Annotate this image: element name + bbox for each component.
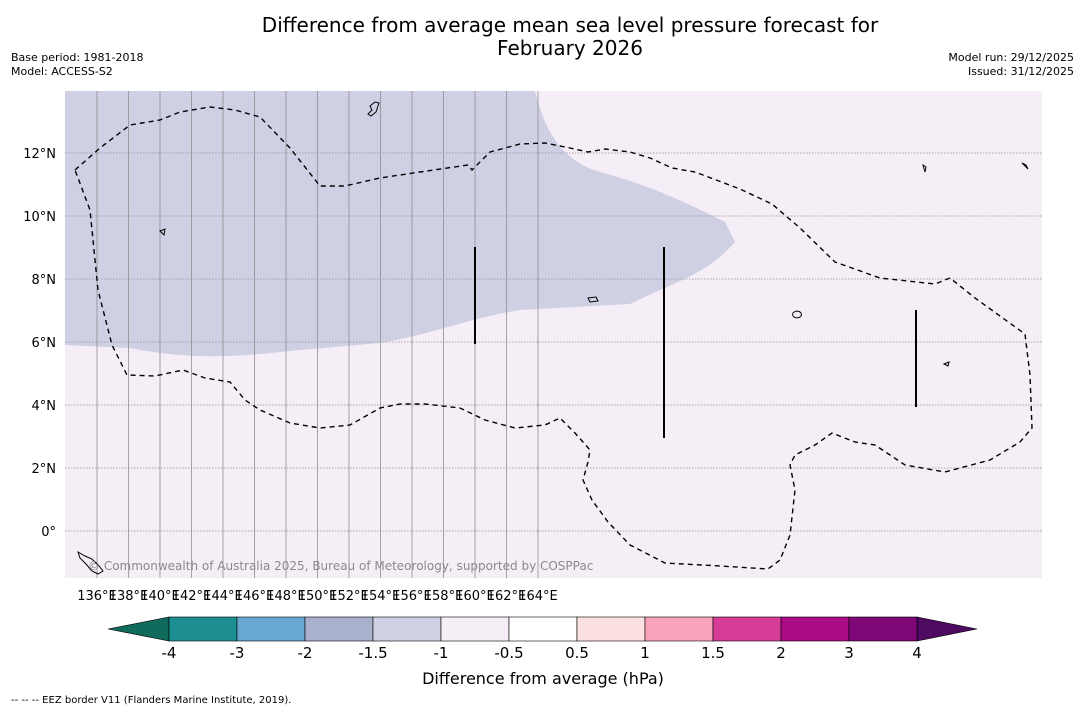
island-small-5 <box>1021 162 1029 170</box>
lon-tick-label: 142°E <box>172 589 212 604</box>
anomaly-region-negative <box>65 91 735 357</box>
lat-tick-label: 8°N <box>32 273 57 288</box>
lon-tick-label: 160°E <box>455 589 495 604</box>
colorbar-tick-label: -1.5 <box>358 644 387 662</box>
lon-tick-label: 158°E <box>424 589 464 604</box>
island-pohnpei <box>792 310 802 319</box>
meta-left: Base period: 1981-2018 Model: ACCESS-S2 <box>11 51 143 79</box>
title-line-2: February 2026 <box>497 36 643 60</box>
lat-tick-label: 10°N <box>23 210 56 225</box>
colorbar-tick-label: 1.5 <box>701 644 725 662</box>
colorbar-extend-high <box>916 616 978 642</box>
lat-tick-label: 0° <box>41 525 56 540</box>
eez-footnote: -- -- -- EEZ border V11 (Flanders Marine… <box>11 695 292 706</box>
colorbar-tick-label: 0.5 <box>565 644 589 662</box>
island-small-2 <box>587 296 599 303</box>
lon-tick-label: 156°E <box>392 589 432 604</box>
islands <box>77 101 1029 575</box>
colorbar-segment <box>780 616 850 642</box>
base-period: Base period: 1981-2018 <box>11 51 144 64</box>
colorbar-tick-label: 2 <box>776 644 786 662</box>
lon-tick-label: 162°E <box>487 589 527 604</box>
colorbar-segment <box>712 616 782 642</box>
colorbar-tick-label: -1 <box>434 644 449 662</box>
colorbar-tick-label: -2 <box>298 644 313 662</box>
colorbar-segment <box>508 616 578 642</box>
lon-tick-label: 140°E <box>140 589 180 604</box>
colorbar-segment <box>440 616 510 642</box>
colorbar-segment <box>644 616 714 642</box>
model-run: Model run: 29/12/2025 <box>948 51 1074 64</box>
colorbar-tick-label: -3 <box>230 644 245 662</box>
colorbar-tick-label: -0.5 <box>494 644 523 662</box>
map-copyright: © Commonwealth of Australia 2025, Bureau… <box>88 559 593 573</box>
colorbar: -4 -3 -2 -1.5 -1 -0.5 0.5 1 1.5 2 3 4 <box>107 616 978 662</box>
lat-tick-label: 6°N <box>32 336 57 351</box>
lat-tick-label: 2°N <box>32 462 57 477</box>
colorbar-segment <box>576 616 646 642</box>
island-small-4 <box>922 163 927 173</box>
colorbar-tick-label: 3 <box>844 644 854 662</box>
lon-tick-label: 154°E <box>361 589 401 604</box>
title-line-1: Difference from average mean sea level p… <box>261 13 879 37</box>
chart-title: Difference from average mean sea level p… <box>0 14 1085 60</box>
colorbar-tick-label: 4 <box>912 644 922 662</box>
graticule <box>65 91 1042 578</box>
lon-tick-label: 136°E <box>77 589 117 604</box>
colorbar-segment <box>236 616 306 642</box>
colorbar-title: Difference from average (hPa) <box>422 669 664 688</box>
colorbar-segment <box>304 616 374 642</box>
lon-tick-label: 164°E <box>518 589 558 604</box>
latitude-labels: 12°N 10°N 8°N 6°N 4°N 2°N 0° <box>23 147 56 540</box>
lon-tick-label: 138°E <box>109 589 149 604</box>
island-small-1 <box>159 228 166 237</box>
island-small-3 <box>942 361 950 367</box>
colorbar-extend-low <box>107 616 170 642</box>
lon-tick-label: 150°E <box>298 589 338 604</box>
lon-tick-label: 146°E <box>235 589 275 604</box>
meta-right: Model run: 29/12/2025 Issued: 31/12/2025 <box>948 51 1074 79</box>
colorbar-segment <box>848 616 918 642</box>
lon-tick-label: 152°E <box>329 589 369 604</box>
lon-tick-label: 148°E <box>266 589 306 604</box>
colorbar-segment <box>372 616 442 642</box>
colorbar-segment <box>168 616 238 642</box>
island-png <box>77 550 104 575</box>
island-guam <box>367 101 380 117</box>
colorbar-tick-label: 1 <box>640 644 650 662</box>
model-name: Model: ACCESS-S2 <box>11 65 113 78</box>
lat-tick-label: 4°N <box>32 399 57 414</box>
lon-tick-label: 144°E <box>203 589 243 604</box>
colorbar-tick-label: -4 <box>162 644 177 662</box>
longitude-labels: 136°E138°E140°E142°E144°E146°E148°E150°E… <box>77 589 558 604</box>
issued-date: Issued: 31/12/2025 <box>967 65 1074 78</box>
lat-tick-label: 12°N <box>23 147 56 162</box>
eez-border <box>74 106 1033 570</box>
